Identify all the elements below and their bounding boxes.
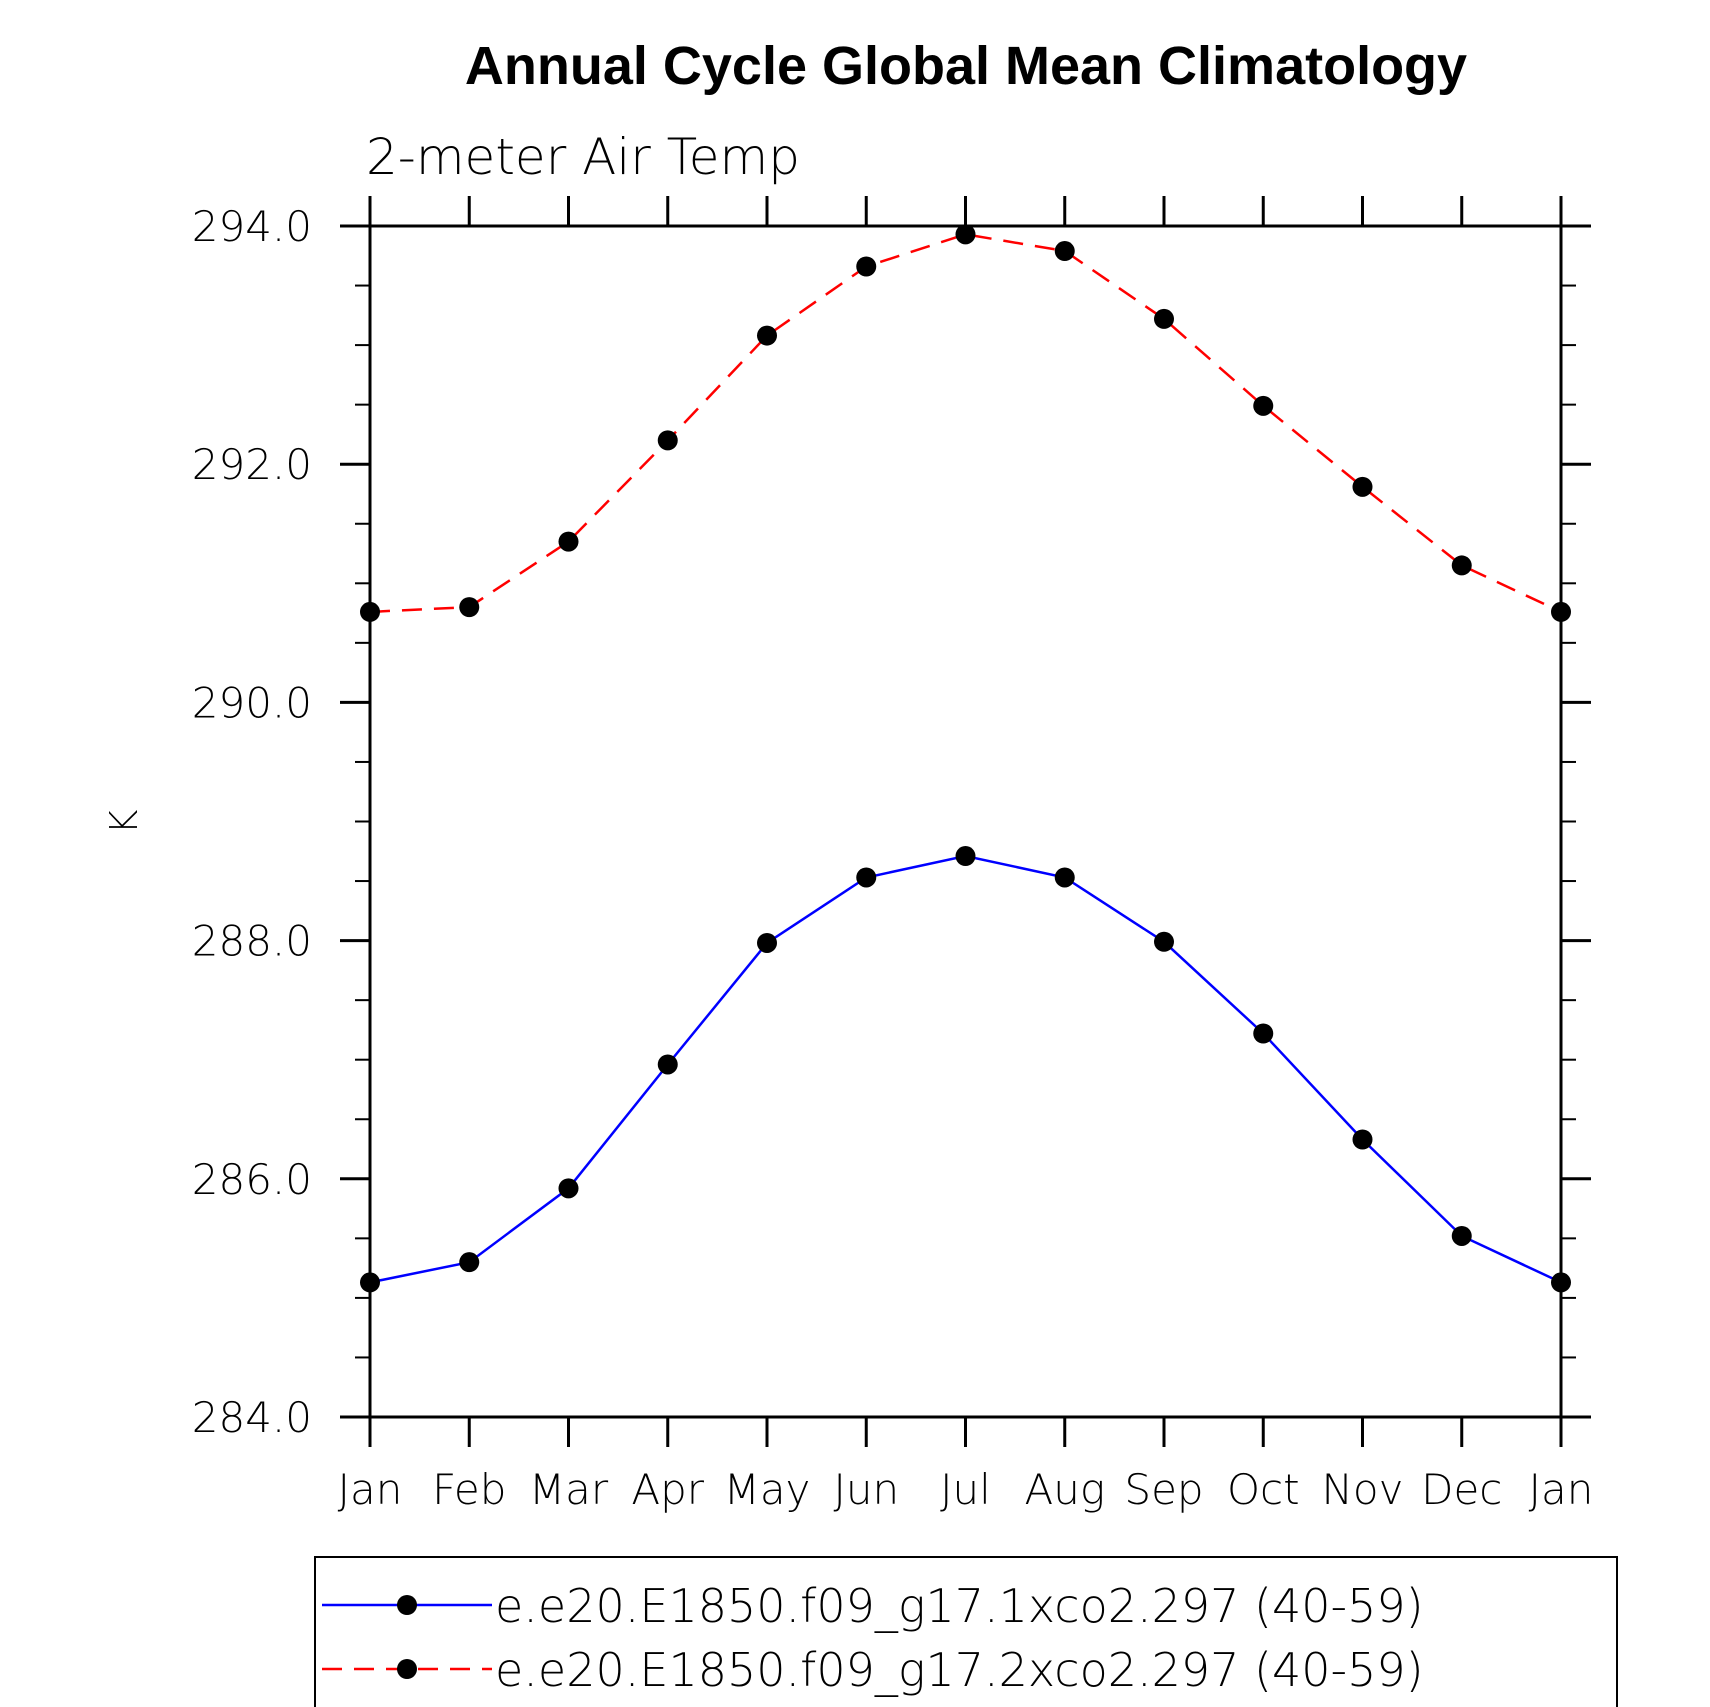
data-point [1451,555,1472,576]
x-tick-label: Jan [1529,1465,1594,1514]
data-point [1551,601,1571,622]
series-layer [360,224,1571,1293]
x-tick-label: Apr [631,1465,704,1514]
data-point [1352,476,1373,497]
data-point [1154,931,1174,952]
data-point [360,1272,380,1293]
x-tick-label: Nov [1322,1465,1404,1514]
legend-box [314,1556,1618,1707]
x-tick-label: Aug [1024,1465,1105,1514]
data-point [757,325,777,346]
legend-marker [397,1659,417,1679]
data-point [955,846,976,867]
data-point [1154,308,1174,329]
data-point [1253,395,1274,416]
x-tick-labels: Jan Feb Mar Apr May Jun Jul Aug Sep Oct Nov Dec Jan [338,1465,1594,1514]
data-point [1451,1225,1472,1246]
data-point [657,430,678,451]
x-tick-label: Dec [1421,1465,1502,1514]
x-tick-label: Jun [833,1465,899,1514]
y-tick-label: 292.0 [192,440,312,489]
x-tick-label: Jul [940,1465,991,1514]
y-tick-label: 284.0 [192,1393,312,1442]
data-point [1253,1023,1274,1044]
data-point [1054,867,1075,888]
data-point [360,601,380,622]
series-line-1 [369,854,1562,1284]
y-axis-label: K [102,809,146,834]
x-tick-label: Mar [529,1465,609,1514]
legend: e.e20.E1850.f09_g17.1xco2.297 (40-59) e.e… [314,1556,1618,1707]
data-point [657,1054,678,1075]
data-point [459,1252,480,1273]
y-tick-label: 286.0 [192,1155,312,1204]
data-point [558,531,579,552]
series-line-2 [369,233,1562,614]
y-tick-label: 288.0 [192,917,312,966]
chart-title: Annual Cycle Global Mean Climatology [465,36,1467,96]
data-point [1352,1129,1373,1150]
data-point [1054,241,1075,262]
data-point [856,256,877,277]
data-point [856,867,877,888]
plot-frame [368,224,1563,1419]
data-point [955,224,976,245]
y-tick-label: 290.0 [192,678,312,727]
data-point [459,597,480,618]
legend-label: e.e20.E1850.f09_g17.1xco2.297 (40-59) [495,1579,1424,1633]
data-point [757,932,777,953]
data-point [558,1178,579,1199]
y-tick-label: 294.0 [192,202,312,251]
data-point [1551,1272,1571,1293]
legend-items: e.e20.E1850.f09_g17.1xco2.297 (40-59) e.e… [322,1579,1424,1697]
x-tick-label: May [724,1465,811,1514]
x-tick-label: Feb [432,1465,506,1514]
x-tick-label: Jan [338,1465,403,1514]
x-tick-label: Oct [1227,1465,1300,1514]
y-tick-labels: 284.0 286.0 288.0 290.0 292.0 294.0 [192,202,312,1442]
legend-marker [397,1595,417,1615]
chart-subtitle: 2-meter Air Temp [366,128,800,186]
axis-ticks [340,196,1591,1447]
legend-label: e.e20.E1850.f09_g17.2xco2.297 (40-59) [495,1643,1424,1697]
x-tick-label: Sep [1124,1465,1203,1514]
